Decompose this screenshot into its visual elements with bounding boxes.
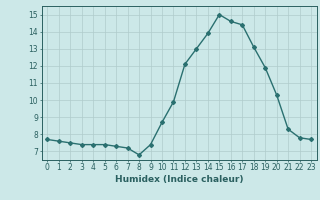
X-axis label: Humidex (Indice chaleur): Humidex (Indice chaleur) bbox=[115, 175, 244, 184]
